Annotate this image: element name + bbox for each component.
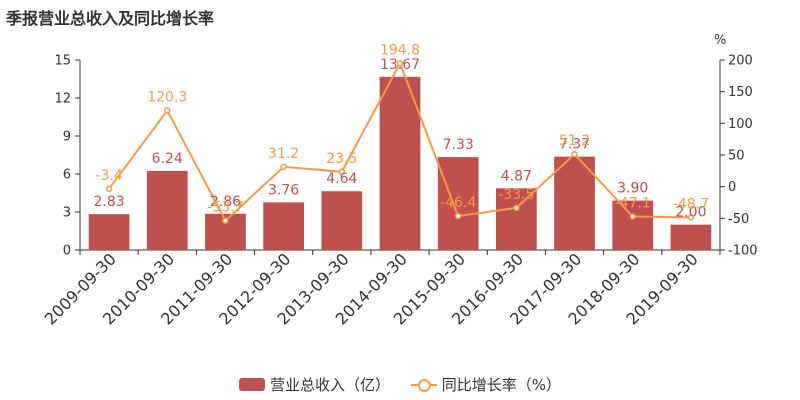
bar <box>379 76 421 250</box>
chart-legend: 营业总收入（亿） 同比增长率（%） <box>0 374 800 395</box>
growth-value-label: -47.1 <box>615 195 651 211</box>
y-left-tick-label: 3 <box>63 206 71 221</box>
bar-value-label: 4.87 <box>501 168 532 184</box>
growth-point <box>164 107 171 114</box>
bar-value-label: 13.67 <box>380 57 420 73</box>
growth-value-label: 51.2 <box>559 133 590 149</box>
growth-point <box>571 150 578 158</box>
bar <box>554 156 595 250</box>
growth-value-label: 31.2 <box>268 146 299 162</box>
legend-bar-swatch <box>238 378 265 391</box>
growth-point <box>629 213 636 220</box>
chart-title: 季报营业总收入及同比增长率 <box>6 9 215 28</box>
bar-value-label: 3.90 <box>617 181 648 197</box>
growth-value-label: -53.7 <box>207 200 243 216</box>
growth-value-label: 194.8 <box>380 42 420 58</box>
growth-value-label: -48.7 <box>673 197 709 213</box>
growth-point <box>338 168 346 176</box>
growth-value-label: 23.5 <box>326 151 357 167</box>
y-left-tick-label: 15 <box>54 54 71 69</box>
legend-label-growth: 同比增长率（%） <box>441 376 562 394</box>
bar <box>612 200 654 250</box>
y-right-tick-label: 50 <box>728 149 745 164</box>
growth-value-label: -33.5 <box>498 187 534 203</box>
y-right-tick-label: 200 <box>728 54 753 69</box>
growth-point <box>513 204 520 212</box>
bar <box>321 191 363 250</box>
growth-value-label: -3.4 <box>95 168 122 184</box>
bar <box>263 202 304 250</box>
legend-label-revenue: 营业总收入（亿） <box>269 376 390 394</box>
growth-point <box>280 163 287 171</box>
bar <box>496 188 537 250</box>
bar-value-label: 6.24 <box>152 151 183 167</box>
growth-point <box>396 60 404 67</box>
bar <box>437 157 479 250</box>
y-left-tick-label: 12 <box>54 92 71 107</box>
y-left-tick-label: 0 <box>63 244 71 259</box>
growth-point <box>222 217 229 224</box>
bar-value-label: 2.00 <box>675 205 706 221</box>
bar-value-label: 4.64 <box>326 171 357 187</box>
growth-point <box>454 212 462 220</box>
y-left-tick-label: 9 <box>63 130 71 145</box>
bar <box>88 214 130 250</box>
bar <box>146 170 188 250</box>
y-right-tick-label: 150 <box>728 85 753 100</box>
growth-value-label: -46.4 <box>440 195 476 211</box>
bar-value-label: 7.37 <box>559 137 590 153</box>
bar-value-label: 7.33 <box>443 137 474 153</box>
y-right-tick-label: 0 <box>728 180 736 195</box>
y-left-tick-label: 6 <box>63 168 71 183</box>
bar-value-label: 2.83 <box>94 194 125 210</box>
legend-item-growth[interactable]: 同比增长率（%） <box>410 374 562 395</box>
y-right-tick-label: -50 <box>728 212 749 227</box>
legend-item-revenue[interactable]: 营业总收入（亿） <box>238 374 390 395</box>
growth-point <box>687 214 695 221</box>
y-right-unit-label: % <box>714 33 726 48</box>
y-right-tick-label: 100 <box>728 117 753 132</box>
bar-value-label: 2.86 <box>210 194 241 210</box>
y-right-tick-label: -100 <box>728 244 758 259</box>
growth-value-label: 120.3 <box>147 89 187 105</box>
growth-point <box>105 185 113 193</box>
bar-value-label: 3.76 <box>268 182 299 198</box>
legend-line-swatch <box>410 378 437 392</box>
bar <box>670 224 712 250</box>
